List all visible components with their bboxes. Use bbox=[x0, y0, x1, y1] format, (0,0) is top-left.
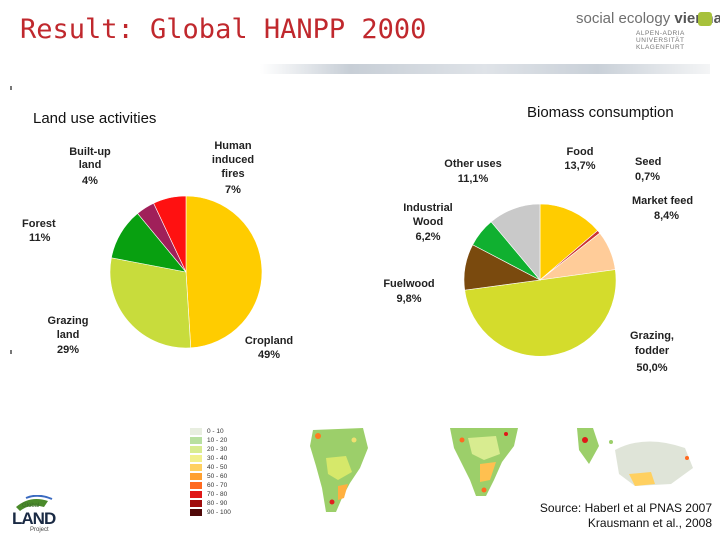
value-food: 13,7% bbox=[564, 160, 595, 172]
glp-logo-top-text: Global bbox=[22, 503, 40, 509]
glp-logo-bottom-text: Project bbox=[30, 527, 49, 533]
biomass-pie-chart: Other uses 11,1% Food 13,7% Seed 0,7% Ma… bbox=[383, 146, 693, 374]
legend-label: 20 - 30 bbox=[207, 445, 228, 453]
legend-label: 10 - 20 bbox=[207, 436, 228, 444]
glp-logo-main-text: LAND bbox=[12, 509, 56, 528]
value-seed: 0,7% bbox=[635, 171, 660, 183]
value-market-feed: 8,4% bbox=[654, 210, 679, 222]
logo-university: ALPEN-ADRIA UNIVERSITÄT KLAGENFURT bbox=[636, 30, 712, 51]
value-cropland: 49% bbox=[258, 349, 280, 361]
chart-title-biomass: Biomass consumption bbox=[527, 104, 674, 121]
legend-swatch bbox=[190, 428, 202, 435]
label-built-up-line1: Built-up bbox=[69, 146, 111, 158]
decorative-banner bbox=[260, 64, 710, 74]
biomass-pie-slices bbox=[463, 203, 617, 357]
logo-sub-line-3: KLAGENFURT bbox=[636, 44, 685, 51]
source-line-2: Krausmann et al., 2008 bbox=[587, 516, 712, 530]
legend-label: 30 - 40 bbox=[207, 454, 228, 462]
map-africa bbox=[450, 428, 518, 496]
source-citation: Source: Haberl et al PNAS 2007 Krausmann… bbox=[500, 501, 712, 531]
value-fuelwood: 9,8% bbox=[396, 293, 421, 305]
social-ecology-vienna-logo: social ecology vienna ALPEN-ADRIA UNIVER… bbox=[576, 10, 720, 51]
land-use-pie-slices bbox=[109, 195, 263, 349]
slide-title: Result: Global HANPP 2000 bbox=[20, 14, 427, 45]
label-fuelwood: Fuelwood bbox=[383, 278, 434, 290]
label-grazing-fodder-line2: fodder bbox=[635, 345, 670, 357]
label-industrial-line2: Wood bbox=[413, 216, 443, 228]
label-fires-line1: Human bbox=[214, 140, 252, 152]
legend-label: 0 - 10 bbox=[207, 427, 224, 435]
map-south-america bbox=[310, 428, 368, 512]
logo-sub-line-1: ALPEN-ADRIA bbox=[636, 30, 685, 37]
legend-swatch bbox=[190, 500, 202, 507]
pie-slice-grazing-land bbox=[109, 257, 192, 349]
legend-swatch bbox=[190, 446, 202, 453]
label-forest: Forest bbox=[22, 218, 56, 230]
legend-label: 60 - 70 bbox=[207, 481, 228, 489]
pie-slice-other-uses bbox=[490, 203, 541, 281]
legend-swatch bbox=[190, 482, 202, 489]
value-other-uses: 11,1% bbox=[458, 173, 489, 185]
value-fires: 7% bbox=[225, 184, 241, 196]
label-other-uses: Other uses bbox=[444, 158, 501, 170]
global-land-project-logo: Global LAND Project bbox=[8, 494, 68, 535]
label-market-feed: Market feed bbox=[632, 195, 693, 207]
logo-wordmark-plain: social ecology bbox=[576, 10, 675, 27]
logo-badge-icon bbox=[698, 12, 712, 26]
value-industrial: 6,2% bbox=[415, 231, 440, 243]
legend-swatch bbox=[190, 455, 202, 462]
glp-logo-icon bbox=[16, 494, 53, 511]
legend-swatch bbox=[190, 464, 202, 471]
legend-swatch bbox=[190, 491, 202, 498]
legend-swatch bbox=[190, 509, 202, 516]
legend-label: 70 - 80 bbox=[207, 490, 228, 498]
logo-sub-line-2: UNIVERSITÄT bbox=[636, 37, 685, 44]
decorative-tick bbox=[10, 86, 12, 90]
pie-slice-human-induced-fires bbox=[153, 195, 187, 273]
value-grazing: 29% bbox=[57, 344, 79, 356]
chart-title-land-use: Land use activities bbox=[33, 110, 157, 127]
legend-swatch bbox=[190, 473, 202, 480]
legend-label: 50 - 60 bbox=[207, 472, 228, 480]
land-use-pie-chart: Built-up land 4% Human induced fires 7% … bbox=[22, 140, 293, 361]
pie-slice-grazing-fodder bbox=[464, 269, 617, 357]
label-grazing-line2: land bbox=[57, 329, 80, 341]
label-fires-line2: induced bbox=[212, 154, 254, 166]
pie-slice-food bbox=[539, 203, 599, 281]
pie-slice-cropland bbox=[185, 195, 263, 349]
legend-swatch bbox=[190, 437, 202, 444]
legend-label: 90 - 100 bbox=[207, 508, 231, 516]
source-line-1: Source: Haberl et al PNAS 2007 bbox=[539, 501, 712, 515]
label-grazing-line1: Grazing bbox=[48, 315, 89, 327]
label-fires-line3: fires bbox=[221, 168, 244, 180]
label-cropland: Cropland bbox=[245, 335, 293, 347]
map-asia-oceania bbox=[577, 428, 693, 486]
label-built-up-line2: land bbox=[79, 159, 102, 171]
label-food: Food bbox=[567, 146, 594, 158]
value-built-up: 4% bbox=[82, 175, 98, 187]
legend-label: 80 - 90 bbox=[207, 499, 228, 507]
legend-label: 40 - 50 bbox=[207, 463, 228, 471]
label-industrial-line1: Industrial bbox=[403, 202, 453, 214]
label-grazing-fodder-line1: Grazing, bbox=[630, 330, 674, 342]
value-grazing-fodder: 50,0% bbox=[636, 362, 667, 374]
value-forest: 11% bbox=[29, 232, 51, 244]
decorative-tick bbox=[10, 350, 12, 354]
label-seed: Seed bbox=[635, 156, 661, 168]
logo-wordmark: social ecology vienna bbox=[576, 10, 720, 27]
